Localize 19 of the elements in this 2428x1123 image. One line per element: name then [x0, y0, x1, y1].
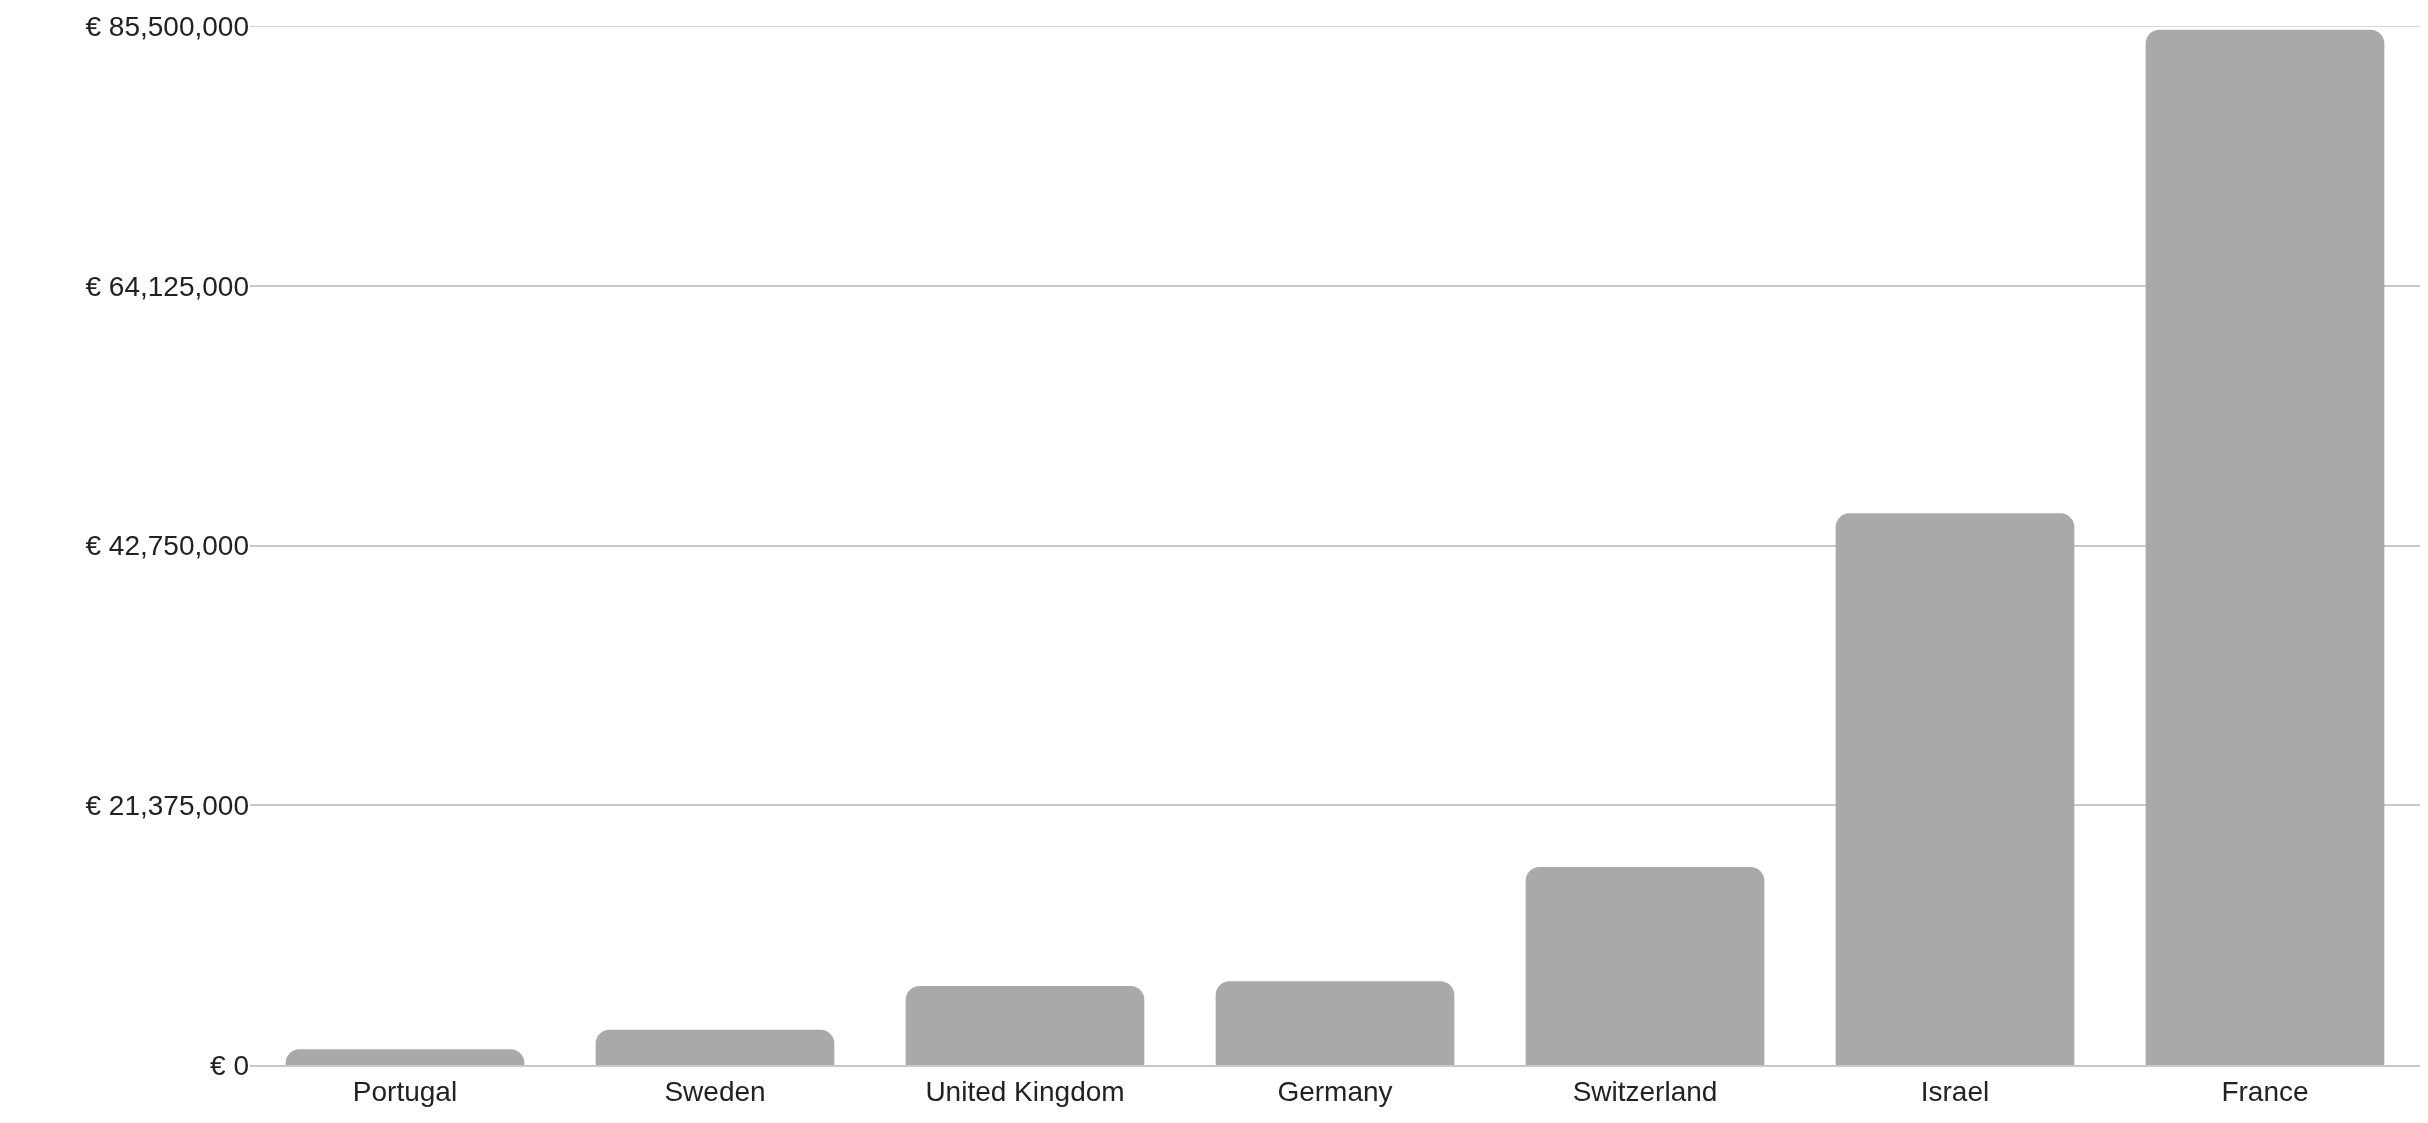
x-tick-label: Portugal — [352, 1075, 458, 1107]
bar — [595, 1029, 835, 1065]
y-tick-label: € 85,500,000 — [85, 10, 249, 42]
x-tick-label: Israel — [1920, 1075, 1990, 1107]
y-tick-label: € 0 — [210, 1049, 249, 1081]
y-tick-label: € 21,375,000 — [85, 790, 249, 822]
y-tick-label: € 42,750,000 — [85, 530, 249, 562]
y-tick-label: € 64,125,000 — [85, 270, 249, 302]
bar — [1525, 866, 1765, 1065]
x-tick-label: Switzerland — [1572, 1075, 1718, 1107]
bar — [1835, 513, 2075, 1065]
bar — [2145, 29, 2385, 1065]
bar — [1215, 981, 1455, 1065]
x-tick-label: France — [2221, 1075, 2309, 1107]
x-tick-label: Sweden — [664, 1075, 766, 1107]
bar — [285, 1049, 525, 1065]
x-tick-label: United Kingdom — [925, 1075, 1125, 1107]
bar — [905, 986, 1145, 1065]
x-tick-label: Germany — [1277, 1075, 1393, 1107]
